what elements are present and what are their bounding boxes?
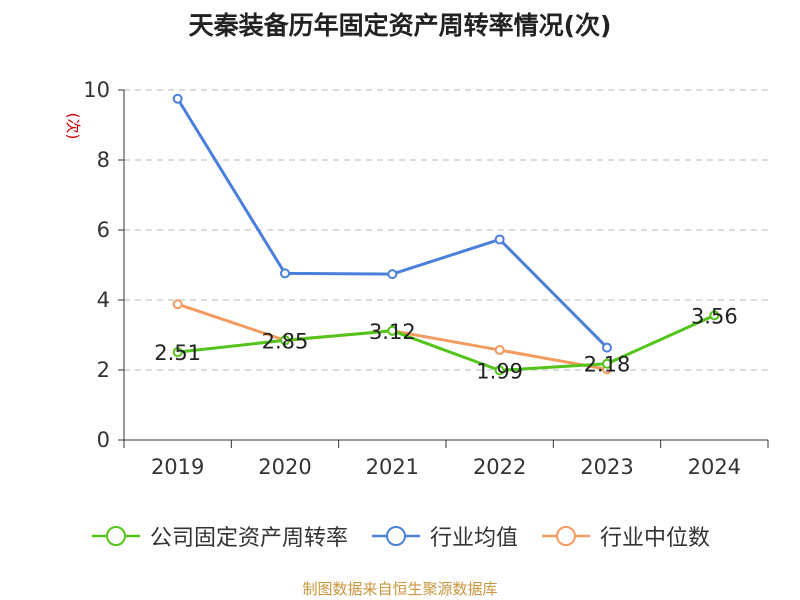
legend-line-circle-icon: [542, 526, 590, 546]
series-line-1: [176, 97, 609, 349]
x-tick-label: 2019: [151, 455, 204, 479]
legend-item[interactable]: 行业中位数: [540, 520, 710, 552]
y-tick-label: 0: [97, 428, 110, 452]
data-label: 2.85: [262, 329, 309, 353]
legend-line-circle-icon: [371, 526, 420, 546]
data-point: [280, 268, 290, 279]
data-point: [709, 310, 720, 321]
legend-label: 公司固定资产周转率: [149, 526, 348, 551]
legend: 公司固定资产周转率 行业均值 行业中位数: [0, 520, 800, 552]
x-tick-label: 2021: [366, 455, 419, 479]
data-point: [602, 358, 612, 369]
y-tick-label: 10: [83, 78, 110, 102]
legend-label: 行业中位数: [600, 526, 711, 551]
data-label: 3.12: [369, 320, 416, 344]
legend-line-circle-icon: [91, 526, 140, 546]
x-tick-label: 2024: [688, 455, 741, 479]
y-tick-label: 4: [97, 288, 110, 312]
data-point: [494, 365, 505, 376]
legend-item[interactable]: 行业均值: [370, 520, 518, 552]
data-point: [387, 269, 398, 280]
y-axis-label: (次): [64, 113, 82, 140]
data-point: [387, 325, 398, 336]
data-label: 2.18: [584, 353, 631, 377]
chart-title: 天秦装备历年固定资产周转率情况(次): [188, 11, 612, 40]
data-point: [172, 93, 183, 104]
x-tick-label: 2020: [258, 455, 311, 479]
data-point: [172, 347, 183, 358]
data-point: [494, 234, 505, 245]
series-points: [172, 93, 720, 376]
axes: 0 2 4 6 8 10 2019 2020 2021 2022 2023 2024: [83, 78, 769, 479]
legend-label: 行业均值: [429, 526, 518, 551]
data-point: [602, 342, 612, 353]
data-label: 2.51: [154, 341, 201, 365]
data-point: [494, 345, 505, 356]
series-line-0: [177, 314, 715, 372]
x-tick-label: 2022: [473, 455, 526, 479]
series-lines: [176, 97, 715, 372]
x-tick-label: 2023: [580, 455, 633, 479]
grid-lines: [124, 89, 768, 371]
source-note: 制图数据来自恒生聚源数据库: [302, 580, 498, 598]
data-label: 3.56: [691, 304, 738, 328]
y-tick-label: 8: [97, 148, 110, 172]
y-tick-label: 2: [97, 358, 110, 382]
data-point: [280, 335, 290, 346]
legend-item[interactable]: 公司固定资产周转率: [90, 520, 348, 552]
data-point: [172, 299, 183, 310]
data-label: 1.99: [476, 359, 523, 383]
data-labels: 2.51 2.85 3.12 1.99 2.18 3.56: [154, 304, 737, 383]
y-tick-label: 6: [97, 218, 110, 242]
